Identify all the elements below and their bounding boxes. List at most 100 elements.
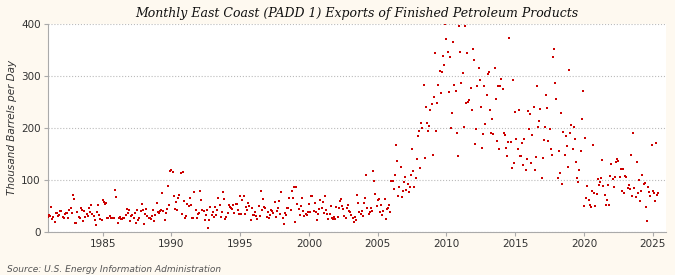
Point (244, 204, 254, 208)
Point (70, 221, 80, 225)
Point (445, 55, 456, 59)
Point (528, 104, 539, 109)
Point (588, 142, 599, 147)
Point (629, 186, 640, 190)
Point (593, 183, 604, 187)
Point (168, 194, 179, 199)
Point (166, 168, 177, 172)
Point (418, 83, 429, 87)
Point (466, 108, 477, 112)
Point (331, 205, 342, 209)
Point (423, 129, 433, 133)
Point (288, 196, 298, 200)
Point (565, 131, 576, 135)
Point (204, 218, 215, 222)
Point (235, 193, 246, 198)
Point (558, 130, 569, 134)
Point (599, 192, 610, 197)
Point (649, 199, 660, 203)
Point (434, 69, 445, 73)
Y-axis label: Thousand Barrels per Day: Thousand Barrels per Day (7, 60, 17, 196)
Point (495, 84, 506, 88)
Point (248, 213, 259, 217)
Point (293, 207, 304, 211)
Point (626, 152, 637, 157)
Point (549, 47, 560, 52)
Point (335, 197, 346, 202)
Point (180, 216, 190, 220)
Point (367, 209, 377, 213)
Point (618, 167, 628, 171)
Point (524, 112, 535, 116)
Point (248, 213, 259, 217)
Point (254, 214, 265, 218)
Point (431, 129, 441, 133)
Point (63, 216, 74, 220)
Point (191, 215, 202, 220)
Point (596, 176, 607, 181)
Point (442, 50, 453, 54)
Point (219, 197, 230, 201)
Point (143, 216, 154, 221)
Point (634, 178, 645, 182)
Point (512, 147, 523, 151)
Point (524, 126, 535, 131)
Point (448, 40, 459, 44)
Point (222, 211, 233, 216)
Point (646, 142, 657, 147)
Point (212, 207, 223, 212)
Point (89, 218, 100, 222)
Point (407, 147, 418, 152)
Point (146, 213, 157, 218)
Point (69, 197, 80, 201)
Point (577, 88, 588, 93)
Point (621, 175, 632, 179)
Point (217, 210, 227, 214)
Point (425, 107, 436, 112)
Point (623, 182, 634, 187)
Point (590, 204, 601, 208)
Point (619, 191, 630, 195)
Point (477, 145, 487, 150)
Point (330, 217, 341, 222)
Point (527, 133, 538, 137)
Point (575, 149, 586, 153)
Point (304, 201, 315, 206)
Point (77, 208, 88, 213)
Point (591, 192, 602, 196)
Point (236, 212, 247, 217)
Point (552, 175, 563, 180)
Point (150, 213, 161, 217)
Point (547, 153, 558, 158)
Point (534, 119, 545, 123)
Point (503, 140, 514, 144)
Point (158, 209, 169, 213)
Point (127, 213, 138, 217)
Point (342, 203, 353, 207)
Point (555, 170, 566, 175)
Point (615, 166, 626, 171)
Point (535, 107, 546, 111)
Point (543, 138, 554, 143)
Point (613, 158, 624, 163)
Point (585, 204, 596, 209)
Point (319, 194, 330, 199)
Point (292, 202, 303, 207)
Point (498, 130, 509, 135)
Point (76, 206, 86, 210)
Point (246, 206, 257, 210)
Point (381, 207, 392, 211)
Point (384, 203, 395, 208)
Point (153, 210, 163, 214)
Point (429, 51, 440, 55)
Point (263, 216, 274, 220)
Point (491, 139, 502, 144)
Point (562, 144, 572, 148)
Point (291, 185, 302, 189)
Point (522, 109, 533, 113)
Point (304, 209, 315, 214)
Point (385, 210, 396, 214)
Point (387, 179, 398, 184)
Point (315, 198, 326, 202)
Point (156, 208, 167, 212)
